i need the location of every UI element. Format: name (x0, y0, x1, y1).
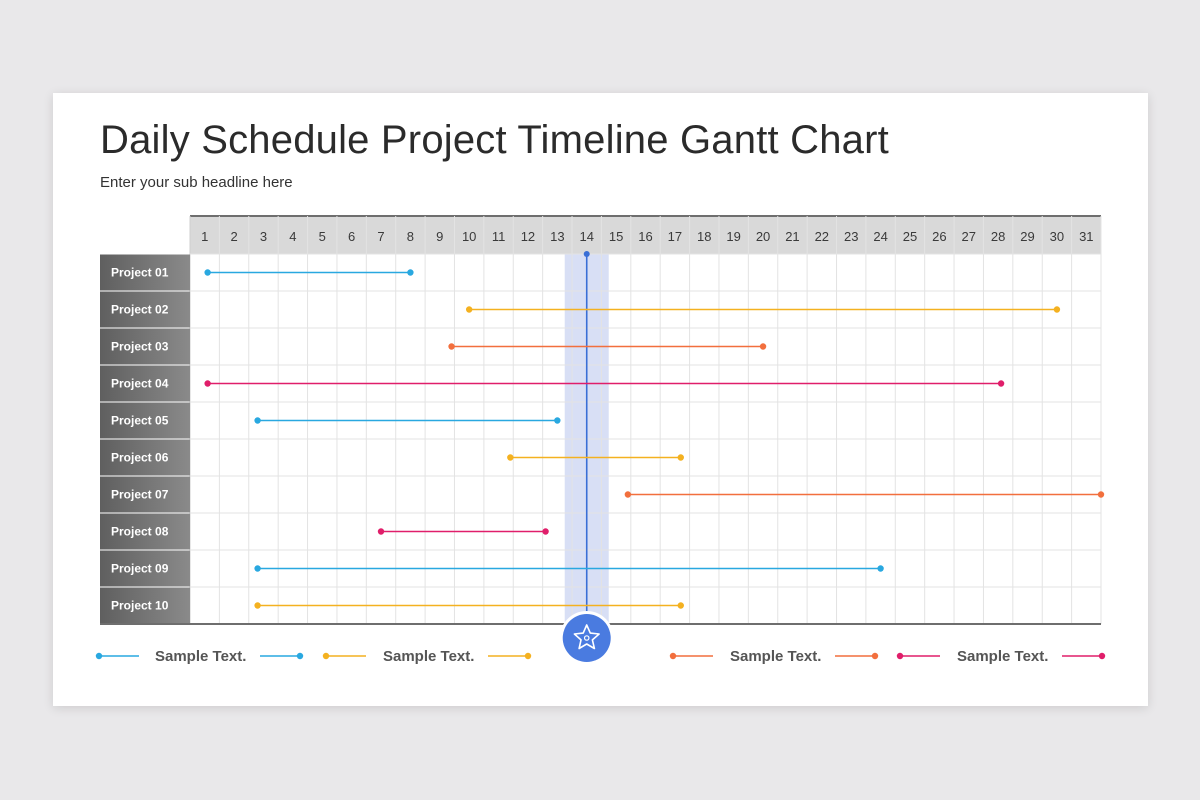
legend-label: Sample Text. (383, 648, 474, 665)
row-label: Project 05 (111, 414, 169, 428)
legend-label: Sample Text. (730, 648, 821, 665)
starfish-outline (573, 624, 600, 650)
task-end-dot (407, 269, 414, 276)
day-label: 11 (492, 229, 506, 244)
legend-dot-left (95, 652, 103, 660)
day-label: 16 (638, 229, 652, 244)
day-label: 17 (668, 229, 682, 244)
day-label: 25 (903, 229, 917, 244)
task-start-dot (254, 417, 261, 424)
page-title: Daily Schedule Project Timeline Gantt Ch… (100, 118, 889, 162)
day-label: 5 (319, 229, 326, 244)
row-label-background (100, 254, 190, 291)
task-end-dot (542, 528, 549, 535)
day-label: 21 (785, 229, 799, 244)
task-start-dot (448, 343, 455, 350)
day-label: 9 (436, 229, 443, 244)
row-label-background (100, 291, 190, 328)
page-subtitle: Enter your sub headline here (100, 174, 293, 191)
legend-dot-left (322, 652, 330, 660)
task-end-dot (677, 454, 684, 461)
task-start-dot (254, 602, 261, 609)
day-label: 31 (1079, 229, 1093, 244)
row-label: Project 08 (111, 525, 169, 539)
today-line-dot (583, 251, 590, 257)
header-band (190, 216, 1101, 254)
legend-label: Sample Text. (957, 648, 1048, 665)
day-label: 8 (407, 229, 414, 244)
task-end-dot (997, 380, 1005, 387)
day-label: 2 (230, 229, 237, 244)
row-label-background (100, 328, 190, 365)
row-label-background (100, 476, 190, 513)
row-label: Project 09 (111, 562, 169, 576)
day-label: 14 (579, 229, 593, 244)
day-label: 24 (873, 229, 887, 244)
day-label: 30 (1050, 229, 1064, 244)
day-label: 23 (844, 229, 858, 244)
row-label-background (100, 513, 190, 550)
starfish-center (583, 635, 590, 641)
legend-dot-right (296, 652, 304, 660)
day-label: 18 (697, 229, 711, 244)
legend-dot-right (1098, 652, 1106, 660)
row-label: Project 01 (111, 266, 169, 280)
today-marker-circle (562, 614, 611, 662)
day-label: 20 (756, 229, 770, 244)
row-label: Project 06 (111, 451, 169, 465)
task-start-dot (377, 528, 385, 535)
task-start-dot (204, 380, 211, 387)
task-start-dot (507, 454, 514, 461)
row-label-background (100, 550, 190, 587)
row-label-background (100, 402, 190, 439)
legend-dot-left (669, 652, 677, 660)
day-label: 1 (201, 229, 208, 244)
task-end-dot (1053, 306, 1061, 313)
day-label: 10 (462, 229, 476, 244)
task-start-dot (624, 491, 632, 498)
row-label-background (100, 439, 190, 476)
task-start-dot (254, 565, 261, 572)
day-label: 28 (991, 229, 1005, 244)
day-label: 3 (260, 229, 267, 244)
day-label: 29 (1020, 229, 1034, 244)
row-label-background (100, 365, 190, 402)
task-start-dot (465, 306, 473, 313)
task-start-dot (204, 269, 211, 276)
day-label: 22 (815, 229, 829, 244)
row-label-background (100, 587, 190, 624)
task-end-dot (677, 602, 684, 609)
legend-dot-left (896, 652, 904, 660)
row-label: Project 04 (111, 377, 169, 391)
legend-dot-right (524, 652, 532, 660)
legend-dot-right (871, 652, 879, 660)
day-label: 12 (521, 229, 535, 244)
day-label: 6 (348, 229, 355, 244)
row-label: Project 10 (111, 599, 169, 613)
row-label: Project 03 (111, 340, 169, 354)
day-label: 26 (932, 229, 946, 244)
day-label: 7 (377, 229, 384, 244)
day-label: 4 (289, 229, 296, 244)
day-label: 15 (609, 229, 623, 244)
legend-label: Sample Text. (155, 648, 246, 665)
task-end-dot (1097, 491, 1105, 498)
task-end-dot (877, 565, 884, 572)
starfish-icon (573, 624, 600, 650)
row-label: Project 07 (111, 488, 169, 502)
day-label: 19 (726, 229, 740, 244)
day-label: 27 (962, 229, 976, 244)
row-label: Project 02 (111, 303, 169, 317)
task-end-dot (554, 417, 561, 424)
task-end-dot (759, 343, 767, 350)
day-label: 13 (550, 229, 564, 244)
